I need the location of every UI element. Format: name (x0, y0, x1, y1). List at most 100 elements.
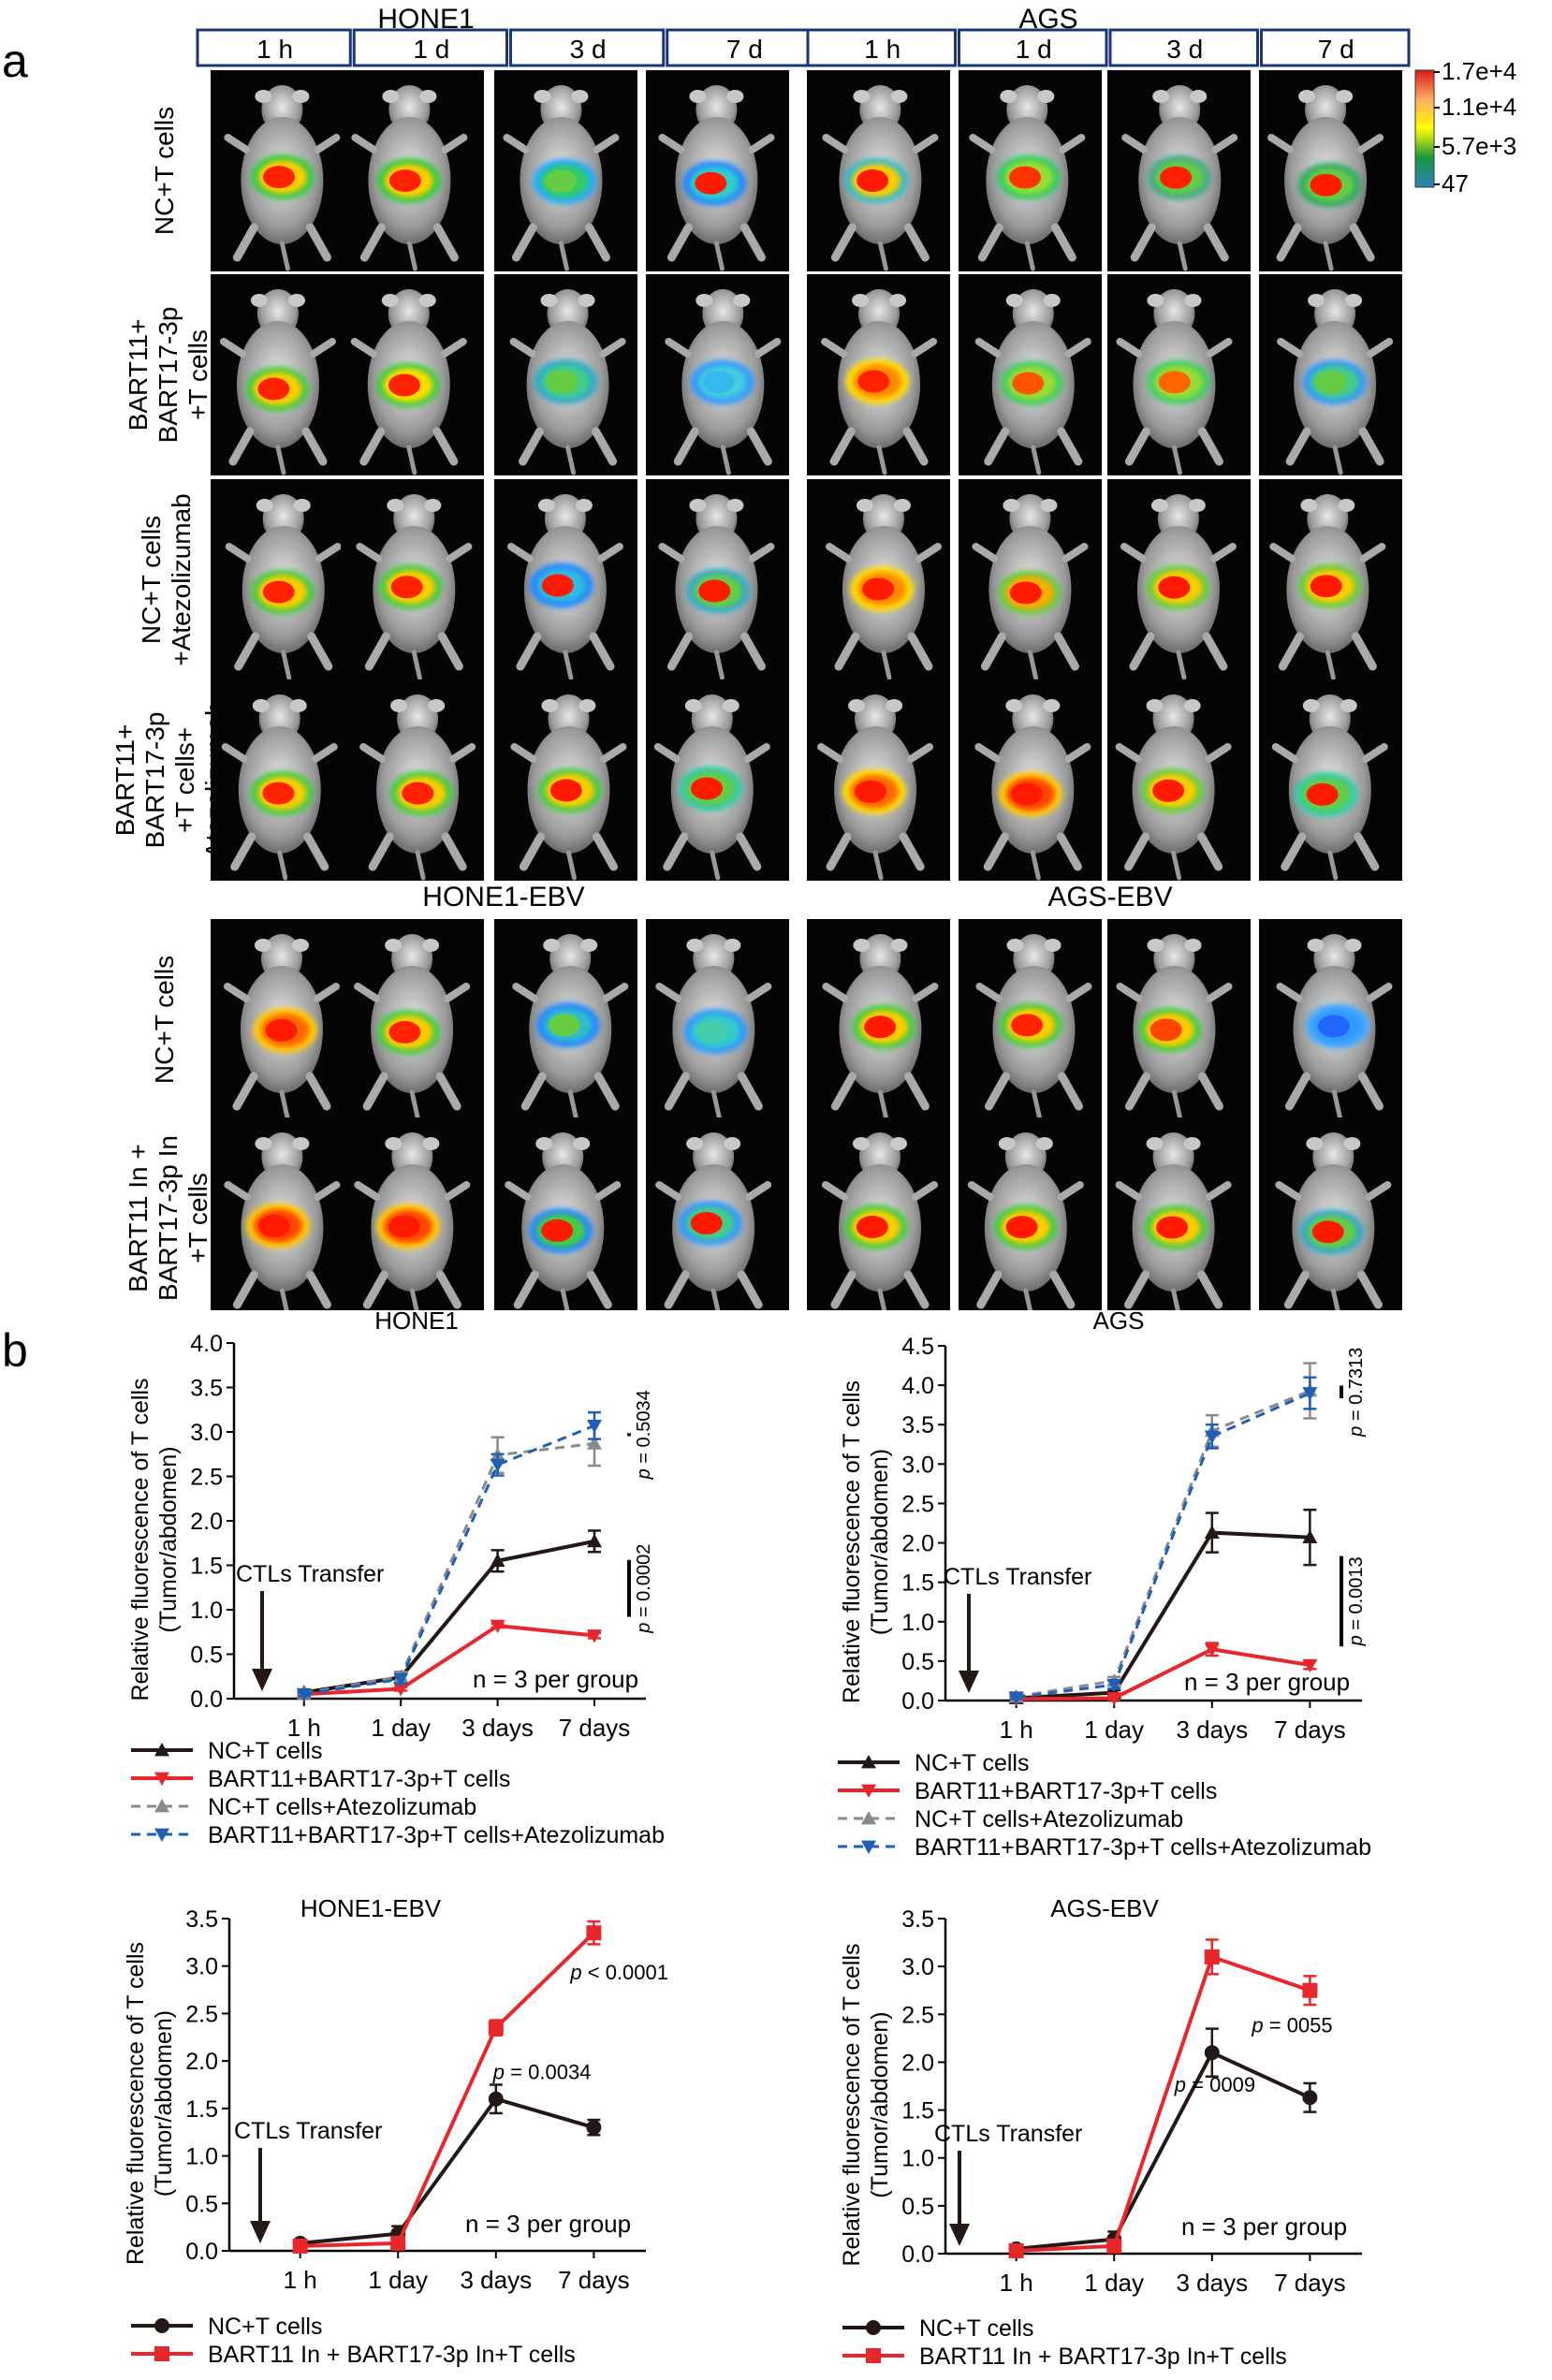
legend-marker (154, 1743, 169, 1757)
legend-label: NC+T cells (208, 1738, 323, 1764)
y-axis-label-line: (Tumor/abdomen) (155, 1446, 182, 1632)
chart-0: HONE1 0.0 0.5 1.0 1.5 2.0 2.5 3.0 3.5 4.0 Relative… (127, 1307, 665, 1848)
mouse-hindlimb (232, 1270, 258, 1309)
mouse-ear (856, 499, 873, 512)
y-tick-label: 2.5 (190, 1465, 223, 1491)
timepoint-header-box (666, 28, 822, 67)
mouse-tail (1323, 241, 1334, 271)
mouse-hindlimb (977, 223, 1003, 262)
timepoint-label: 1 d (1016, 35, 1052, 64)
mouse-forelimb (748, 543, 775, 562)
x-tick-label: 1 h (287, 1714, 321, 1742)
mouse-hindlimb (519, 427, 545, 466)
mouse-hindlimb (1197, 832, 1223, 871)
mouse-ear (853, 90, 871, 103)
mouse-image (974, 694, 1091, 881)
y-tick-label: 3.0 (190, 1420, 223, 1446)
mouse-ear (578, 699, 596, 712)
mouse-ear (382, 90, 400, 103)
p-symbol: p (1174, 2073, 1186, 2096)
y-axis-label-line: (Tumor/abdomen) (867, 2011, 893, 2197)
mouse-forelimb (1062, 543, 1089, 562)
row-label-line: NC+T cells (150, 956, 179, 1084)
mouse-hindlimb (307, 632, 333, 671)
mouse-forelimb (1205, 1181, 1232, 1201)
row-label-line: BART17-3p In (154, 1135, 183, 1301)
mouse-hindlimb (1124, 1270, 1150, 1309)
mouse-image (1116, 289, 1233, 475)
mouse-forelimb (1271, 743, 1298, 763)
mouse-forelimb (912, 983, 939, 1002)
mouse-ear (580, 939, 598, 952)
mouse-ear (1184, 294, 1202, 307)
timepoint-header-box (1108, 28, 1259, 67)
y-tick-label: 0.0 (190, 1686, 223, 1713)
mouse-forelimb (1276, 983, 1303, 1002)
data-point (1106, 1692, 1122, 1706)
mouse-tail (876, 445, 887, 475)
data-point (587, 1436, 602, 1450)
mouse-forelimb (440, 338, 467, 358)
series-line (1016, 1954, 1311, 2253)
mouse-image (356, 494, 473, 680)
mouse-hindlimb (1197, 1270, 1223, 1309)
mouse-hindlimb (984, 1072, 1010, 1111)
mouse-image (224, 85, 341, 271)
ctls-transfer-label: CTLs Transfer (236, 1561, 384, 1587)
mouse-hindlimb (1202, 632, 1228, 671)
mouse-forelimb (825, 543, 852, 562)
y-tick-label: 2.0 (901, 2050, 934, 2076)
mouse-tail (713, 650, 725, 680)
mouse-hindlimb (666, 632, 693, 671)
p-value-label: p = 0.0013 (1346, 1556, 1367, 1646)
mouse-forelimb (912, 134, 939, 153)
ctls-transfer-label: CTLs Transfer (944, 1564, 1091, 1590)
mouse-forelimb (655, 1181, 682, 1201)
data-point (1302, 1658, 1318, 1673)
signal-core (388, 1215, 421, 1238)
x-tick-label: 3 days (460, 2266, 532, 2294)
y-tick-label: 0.5 (190, 1643, 223, 1669)
mouse-forelimb (972, 543, 999, 562)
mouse-hindlimb (232, 1072, 258, 1111)
y-tick-label: 2.0 (901, 1531, 934, 1557)
mouse-tail (565, 850, 577, 881)
signal-core (1310, 575, 1342, 598)
mouse-forelimb (1115, 743, 1142, 763)
ctls-transfer-arrow-head (252, 1669, 272, 1691)
mouse-ear (1340, 699, 1357, 712)
mouse-hindlimb (519, 832, 545, 871)
mouse-forelimb (219, 338, 246, 358)
mouse-hindlimb (432, 427, 459, 466)
mouse-forelimb (1059, 134, 1086, 153)
mouse-forelimb (821, 338, 848, 358)
mouse-tail (1171, 850, 1182, 881)
mouse-forelimb (444, 983, 471, 1002)
mouse-image (1275, 1132, 1392, 1310)
data-point (1008, 1691, 1024, 1705)
p-rest: < 0.0001 (582, 1961, 668, 1984)
y-axis-label: Relative fluorescence of T cells(Tumor/a… (123, 1942, 177, 2265)
y-tick-label: 0.5 (901, 2194, 934, 2220)
series-line (1016, 1530, 1310, 1701)
mouse-ear (890, 939, 908, 952)
chart-title: AGS (1093, 1307, 1145, 1335)
mouse-hindlimb (1124, 427, 1150, 466)
mouse-tail (1171, 1089, 1182, 1120)
mouse-forelimb (967, 1181, 994, 1201)
mouse-ear (998, 1137, 1016, 1150)
mouse-tail (565, 445, 577, 475)
mouse-hindlimb (984, 427, 1010, 466)
mouse-ear (255, 90, 272, 103)
mouse-hindlimb (1276, 223, 1302, 262)
mouse-image (821, 289, 938, 475)
signal-core (549, 779, 582, 802)
data-point (393, 1683, 409, 1697)
row-label-line: NC+T cells (137, 516, 166, 644)
mouse-forelimb (446, 543, 473, 562)
mouse-hindlimb (435, 1072, 461, 1111)
timepoint-label: 7 d (1318, 35, 1354, 64)
mouse-tail (710, 1288, 721, 1310)
mouse-forelimb (911, 1181, 938, 1201)
